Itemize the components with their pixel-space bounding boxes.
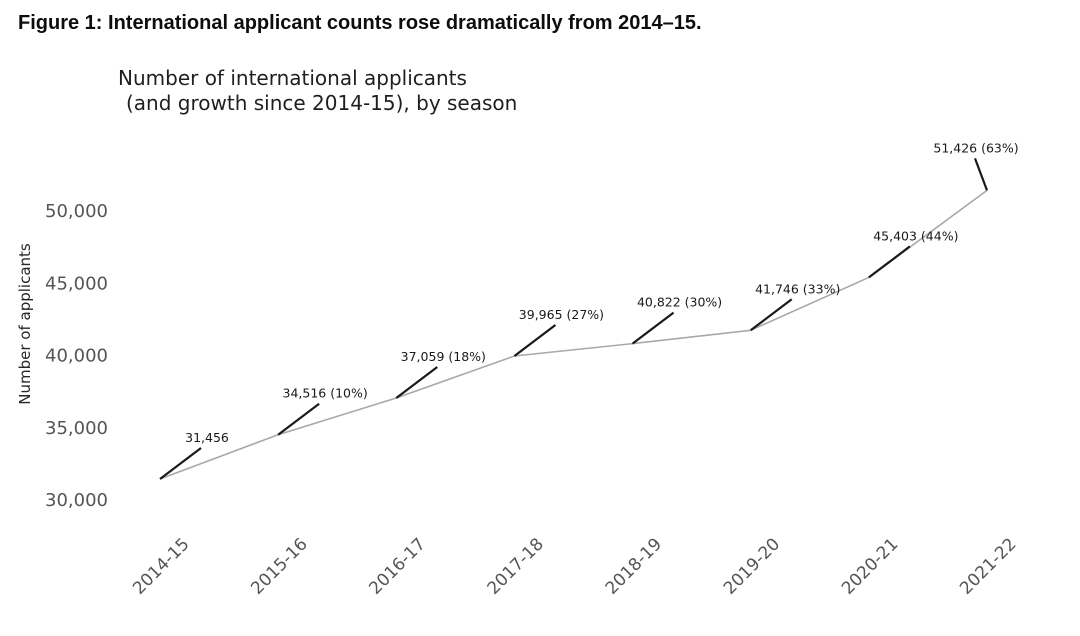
y-tick-label: 40,000 xyxy=(45,346,108,367)
point-label: 39,965 (27%) xyxy=(519,307,604,322)
chart-title-line2: (and growth since 2014-15), by season xyxy=(126,91,518,115)
chart-title-line1: Number of international applicants xyxy=(118,66,467,90)
x-tick-label: 2018-19 xyxy=(602,534,666,598)
x-tick-label: 2015-16 xyxy=(247,534,311,598)
leader-line xyxy=(631,311,675,345)
x-tick-label: 2020-21 xyxy=(838,534,902,598)
leader-line xyxy=(159,447,202,480)
leader-line xyxy=(395,366,438,399)
point-label: 31,456 xyxy=(185,430,229,445)
y-tick-label: 45,000 xyxy=(45,273,108,294)
y-tick-label: 35,000 xyxy=(45,418,108,439)
y-tick-label: 50,000 xyxy=(45,201,108,222)
x-tick-label: 2014-15 xyxy=(129,534,193,598)
x-tick-label: 2017-18 xyxy=(484,534,548,598)
figure-caption: Figure 1: International applicant counts… xyxy=(18,12,702,34)
point-label: 40,822 (30%) xyxy=(637,295,722,310)
point-label: 51,426 (63%) xyxy=(933,140,1018,155)
leader-line xyxy=(513,324,557,357)
leader-line xyxy=(277,402,320,436)
leader-line xyxy=(973,158,989,191)
point-label: 37,059 (18%) xyxy=(401,349,486,364)
y-tick-label: 30,000 xyxy=(45,490,108,511)
point-label: 41,746 (33%) xyxy=(755,281,840,296)
x-tick-label: 2019-20 xyxy=(720,534,784,598)
point-label: 34,516 (10%) xyxy=(283,386,368,401)
data-line xyxy=(159,189,988,480)
leader-line xyxy=(750,298,793,332)
chart-title: Number of international applicants (and … xyxy=(118,66,517,116)
x-tick-label: 2016-17 xyxy=(365,534,429,598)
leader-line xyxy=(868,245,911,279)
x-tick-label: 2021-22 xyxy=(956,534,1020,598)
point-label: 45,403 (44%) xyxy=(873,228,958,243)
y-axis-title: Number of applicants xyxy=(16,243,34,405)
